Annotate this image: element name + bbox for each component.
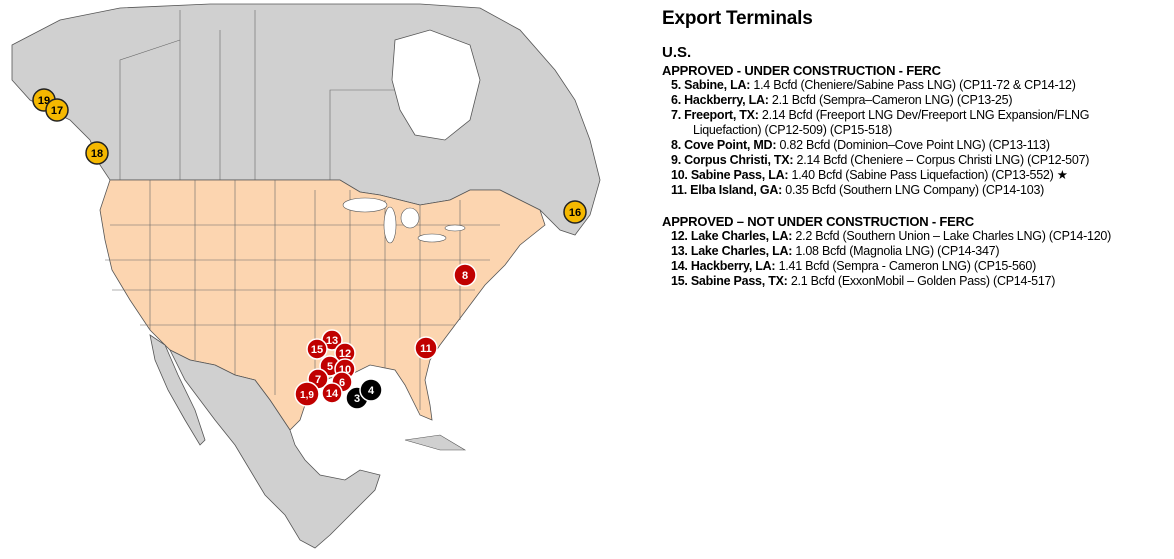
terminal-item: 11. Elba Island, GA: 0.35 Bcfd (Southern… <box>671 183 1167 198</box>
baja-california <box>149 334 206 446</box>
marker-circle <box>359 378 383 402</box>
terminal-marker-18: 18 <box>85 141 109 165</box>
terminal-marker-8: 8 <box>453 263 477 287</box>
terminal-item: 8. Cove Point, MD: 0.82 Bcfd (Dominion–C… <box>671 138 1167 153</box>
terminal-marker-17: 17 <box>45 98 69 122</box>
province-borders <box>119 10 395 195</box>
marker-label: 14 <box>326 388 339 400</box>
terminal-location: 11. Elba Island, GA: <box>671 183 783 197</box>
terminal-item: 5. Sabine, LA: 1.4 Bcfd (Cheniere/Sabine… <box>671 78 1167 93</box>
marker-circle <box>306 338 328 360</box>
state-borders <box>105 180 500 410</box>
section-heading: APPROVED - UNDER CONSTRUCTION - FERC <box>662 63 941 78</box>
terminal-marker-15: 15 <box>306 338 328 360</box>
terminal-list: 5. Sabine, LA: 1.4 Bcfd (Cheniere/Sabine… <box>662 78 1167 198</box>
marker-label: 5 <box>327 361 333 373</box>
marker-circle <box>563 200 587 224</box>
terminal-detail: 1.4 Bcfd (Cheniere/Sabine Pass LNG) (CP1… <box>750 78 1076 92</box>
legend-sections: APPROVED - UNDER CONSTRUCTION - FERC 5. S… <box>662 63 1167 289</box>
terminal-marker-14: 14 <box>321 382 343 404</box>
terminal-detail: 2.14 Bcfd (Cheniere – Corpus Christi LNG… <box>793 153 1090 167</box>
marker-circle <box>321 382 343 404</box>
terminal-marker-1-9: 1,9 <box>294 381 320 407</box>
terminal-detail: 1.08 Bcfd (Magnolia LNG) (CP14-347) <box>792 244 1000 258</box>
terminal-location: 5. Sabine, LA: <box>671 78 751 92</box>
terminal-location: 6. Hackberry, LA: <box>671 93 769 107</box>
terminal-location: 8. Cove Point, MD: <box>671 138 777 152</box>
terminal-marker-13: 13 <box>321 329 343 351</box>
cuba <box>404 434 467 451</box>
marker-label: 11 <box>420 343 432 355</box>
terminal-location: 12. Lake Charles, LA: <box>671 229 793 243</box>
terminal-detail: 0.35 Bcfd (Southern LNG Company) (CP14-1… <box>782 183 1045 197</box>
terminal-location: 7. Freeport, TX: <box>671 108 759 122</box>
terminal-detail: 1.40 Bcfd (Sabine Pass Liquefaction) (CP… <box>788 168 1068 182</box>
terminal-detail-continued: Liquefaction) (CP12-509) (CP15-518) <box>693 123 892 137</box>
marker-circle <box>85 141 109 165</box>
section-heading: APPROVED – NOT UNDER CONSTRUCTION - FERC <box>662 214 974 229</box>
terminal-item: 13. Lake Charles, LA: 1.08 Bcfd (Magnoli… <box>671 244 1167 259</box>
terminal-item: 14. Hackberry, LA: 1.41 Bcfd (Sempra - C… <box>671 259 1167 274</box>
terminal-item: 10. Sabine Pass, LA: 1.40 Bcfd (Sabine P… <box>671 168 1167 183</box>
marker-label: 7 <box>315 374 321 386</box>
great-lakes <box>342 197 466 244</box>
marker-label: 6 <box>339 377 345 389</box>
terminal-location: 14. Hackberry, LA: <box>671 259 776 273</box>
marker-label: 8 <box>462 270 468 282</box>
marker-label: 16 <box>569 207 581 219</box>
marker-circle <box>414 336 438 360</box>
hudson-bay <box>391 29 481 141</box>
terminal-marker-11: 11 <box>414 336 438 360</box>
terminal-item: 6. Hackberry, LA: 2.1 Bcfd (Sempra–Camer… <box>671 93 1167 108</box>
marker-label: 15 <box>311 344 323 356</box>
terminal-item: 15. Sabine Pass, TX: 2.1 Bcfd (ExxonMobi… <box>671 274 1167 289</box>
terminal-list: 12. Lake Charles, LA: 2.2 Bcfd (Southern… <box>662 229 1167 289</box>
terminal-item: 9. Corpus Christi, TX: 2.14 Bcfd (Chenie… <box>671 153 1167 168</box>
terminal-detail: 2.1 Bcfd (ExxonMobil – Golden Pass) (CP1… <box>787 274 1056 288</box>
marker-label: 4 <box>368 385 375 397</box>
marker-label: 3 <box>354 393 360 405</box>
marker-label: 1,9 <box>300 390 314 401</box>
terminal-detail: 2.14 Bcfd (Freeport LNG Dev/Freeport LNG… <box>758 108 1090 122</box>
terminal-location: 10. Sabine Pass, LA: <box>671 168 789 182</box>
terminal-marker-4: 4 <box>359 378 383 402</box>
region-heading: U.S. <box>662 44 692 61</box>
terminal-location: 13. Lake Charles, LA: <box>671 244 793 258</box>
terminal-detail: 1.41 Bcfd (Sempra - Cameron LNG) (CP15-5… <box>775 259 1037 273</box>
legend-title: Export Terminals <box>662 8 813 29</box>
terminal-marker-16: 16 <box>563 200 587 224</box>
mexico-landmass <box>169 349 381 549</box>
terminal-item: 12. Lake Charles, LA: 2.2 Bcfd (Southern… <box>671 229 1167 244</box>
terminal-marker-12: 12 <box>334 342 356 364</box>
marker-circle <box>453 263 477 287</box>
terminal-detail: 2.2 Bcfd (Southern Union – Lake Charles … <box>792 229 1112 243</box>
marker-label: 18 <box>91 148 103 160</box>
marker-circle <box>294 381 320 407</box>
legend-panel: Export Terminals U.S. APPROVED - UNDER C… <box>662 8 1167 305</box>
terminal-detail: 2.1 Bcfd (Sempra–Cameron LNG) (CP13-25) <box>768 93 1013 107</box>
terminal-location: 9. Corpus Christi, TX: <box>671 153 794 167</box>
marker-label: 17 <box>51 105 63 117</box>
terminal-item: 7. Freeport, TX: 2.14 Bcfd (Freeport LNG… <box>671 108 1167 138</box>
marker-label: 13 <box>326 335 338 347</box>
marker-circle <box>45 98 69 122</box>
terminal-location: 15. Sabine Pass, TX: <box>671 274 788 288</box>
marker-label: 12 <box>339 348 351 360</box>
terminal-detail: 0.82 Bcfd (Dominion–Cove Point LNG) (CP1… <box>776 138 1050 152</box>
